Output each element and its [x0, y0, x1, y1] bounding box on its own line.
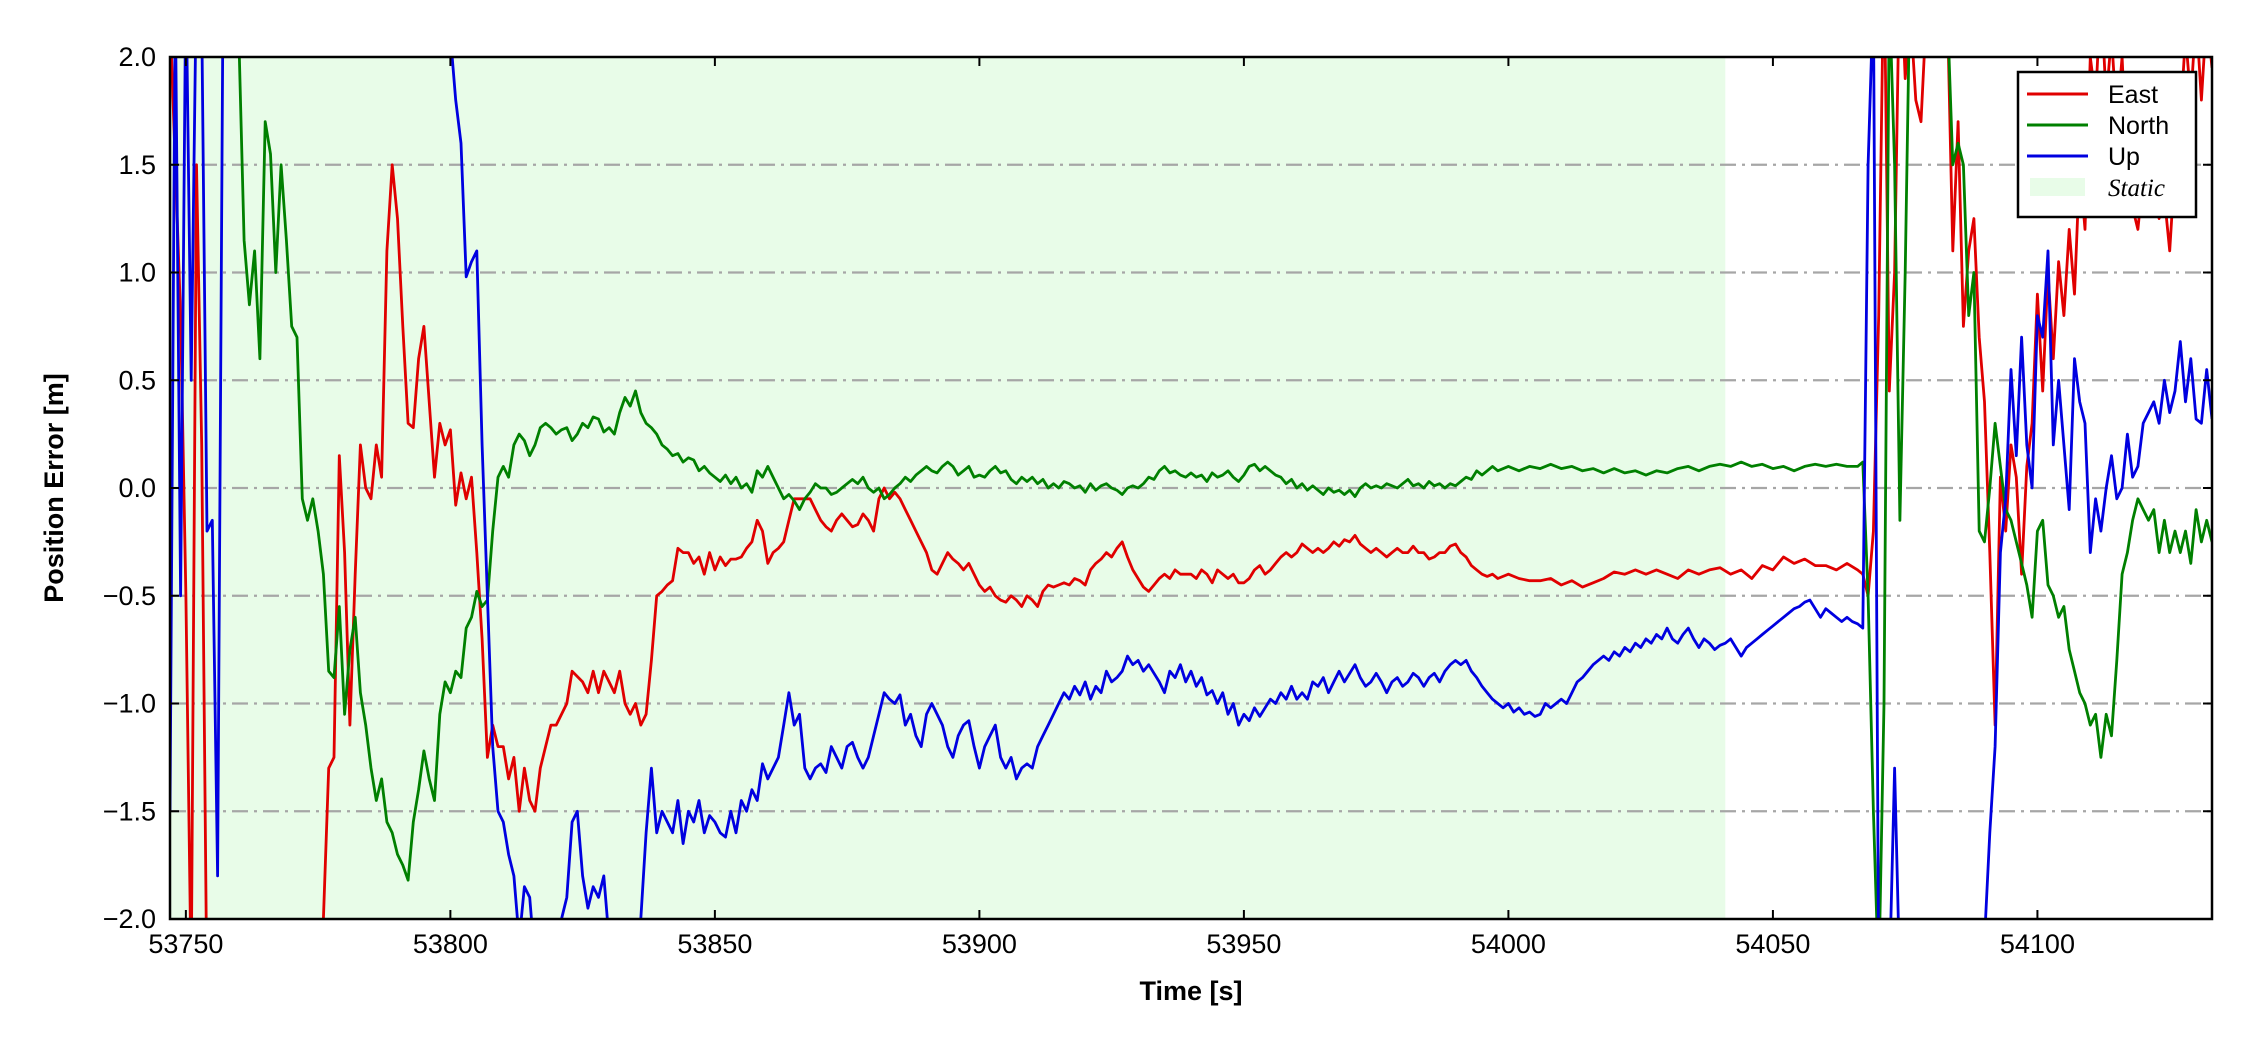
legend-label-up: Up — [2108, 143, 2140, 171]
y-tick-label: 1.5 — [118, 150, 156, 180]
y-tick-label: −1.0 — [103, 689, 156, 719]
x-tick-label: 53950 — [1206, 929, 1281, 959]
series-line-up — [170, 57, 2212, 919]
legend-label-static: Static — [2108, 175, 2165, 202]
y-axis-title: Position Error [m] — [39, 373, 69, 603]
y-tick-label: −1.5 — [103, 796, 156, 826]
y-tick-label: 1.0 — [118, 258, 156, 288]
legend-label-east: East — [2108, 81, 2158, 109]
x-axis-title: Time [s] — [1139, 976, 1242, 1006]
series-lines — [170, 57, 2212, 919]
legend-label-north: North — [2108, 112, 2169, 140]
x-tick-label: 53750 — [148, 929, 223, 959]
y-tick-label: 0.5 — [118, 365, 156, 395]
y-tick-label: −2.0 — [103, 904, 156, 934]
x-tick-label: 54000 — [1471, 929, 1546, 959]
series-line-north — [237, 57, 2212, 919]
x-tick-label: 53900 — [942, 929, 1017, 959]
x-tick-label: 54100 — [2000, 929, 2075, 959]
y-tick-label: 0.0 — [118, 473, 156, 503]
series-line-east — [170, 57, 2212, 919]
x-tick-label: 54050 — [1735, 929, 1810, 959]
legend-swatch-static — [2030, 178, 2085, 196]
x-tick-label: 53800 — [413, 929, 488, 959]
y-tick-label: −0.5 — [103, 581, 156, 611]
x-tick-label: 53850 — [677, 929, 752, 959]
axis-ticks: 53750 53800 53850 53900 53950 54000 54050 54100… — [103, 42, 2212, 959]
y-tick-label: 2.0 — [118, 42, 156, 72]
legend: East North Up Static — [2016, 70, 2198, 219]
